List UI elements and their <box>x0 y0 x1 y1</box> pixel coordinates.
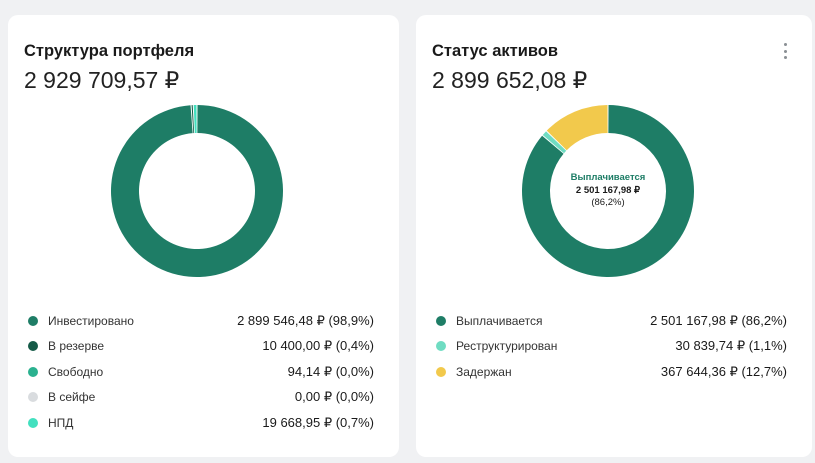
legend-label: Задержан <box>456 364 512 379</box>
legend-dot <box>28 366 38 377</box>
asset-status-slice-3[interactable] <box>546 105 608 151</box>
legend-item-free: Свободно 94,14 ₽ (0,0%) <box>28 363 374 388</box>
portfolio-slice-2[interactable] <box>191 105 195 134</box>
portfolio-total-value: 2 929 709,57 ₽ <box>24 67 180 93</box>
center-category-value: 2 501 167,98 ₽ <box>575 184 641 196</box>
legend-dot <box>28 316 38 326</box>
legend-dot <box>436 341 446 352</box>
legend-label: В резерве <box>48 339 105 354</box>
asset-total-value: 2 899 652,08 ₽ <box>432 67 588 93</box>
asset-status-slice-2[interactable] <box>542 131 567 154</box>
asset-status-legend: Выплачивается 2 501 167,98 ₽ (86,2%) Рес… <box>436 312 787 388</box>
asset-status-donut-svg <box>522 105 694 277</box>
legend-label: Выплачивается <box>456 314 543 328</box>
legend-item-reserve: В резерве 10 400,00 ₽ (0,4%) <box>28 337 374 362</box>
donut-center-label: Выплачивается 2 501 167,98 ₽ (86,2%) <box>520 103 696 279</box>
legend-dot <box>28 392 38 403</box>
center-category-percent: (86,2%) <box>591 197 625 209</box>
more-vertical-icon[interactable] <box>780 43 790 59</box>
legend-dot <box>28 341 38 352</box>
legend-label: НПД <box>48 415 74 430</box>
portfolio-structure-card: Структура портфеля 2 929 709,57 ₽ Инвест… <box>8 15 399 457</box>
portfolio-slice-5[interactable] <box>193 105 197 134</box>
legend-value: 10 400,00 ₽ (0,4%) <box>262 338 374 354</box>
legend-item-invested: Инвестировано 2 899 546,48 ₽ (98,9%) <box>28 312 374 337</box>
portfolio-donut-svg <box>111 105 283 277</box>
legend-value: 94,14 ₽ (0,0%) <box>287 363 374 379</box>
legend-dot <box>436 316 446 326</box>
legend-value: 367 644,36 ₽ (12,7%) <box>660 363 787 379</box>
portfolio-legend: Инвестировано 2 899 546,48 ₽ (98,9%) В р… <box>28 312 374 439</box>
legend-label: В сейфе <box>48 390 96 405</box>
center-category-name: Выплачивается <box>570 172 646 184</box>
legend-item-safe: В сейфе 0,00 ₽ (0,0%) <box>28 388 374 413</box>
legend-value: 2 899 546,48 ₽ (98,9%) <box>237 313 374 328</box>
legend-label: Инвестировано <box>48 314 134 328</box>
legend-dot <box>436 366 446 377</box>
asset-status-slice-1[interactable] <box>522 105 694 277</box>
portfolio-structure-title: Структура портфеля <box>24 42 195 60</box>
asset-status-donut-chart[interactable]: Выплачивается 2 501 167,98 ₽ (86,2%) <box>520 103 696 279</box>
legend-value: 0,00 ₽ (0,0%) <box>294 389 374 405</box>
legend-item-delayed: Задержан 367 644,36 ₽ (12,7%) <box>436 363 787 388</box>
asset-status-title: Статус активов <box>432 42 558 60</box>
legend-label: Свободно <box>48 364 104 379</box>
legend-value: 30 839,74 ₽ (1,1%) <box>675 338 787 354</box>
portfolio-slice-1[interactable] <box>111 105 283 277</box>
portfolio-donut-chart[interactable] <box>109 103 285 279</box>
legend-item-npd: НПД 19 668,95 ₽ (0,7%) <box>28 414 374 439</box>
legend-value: 2 501 167,98 ₽ (86,2%) <box>650 313 787 328</box>
legend-dot <box>28 417 38 428</box>
legend-label: Реструктурирован <box>456 339 558 354</box>
legend-item-paying: Выплачивается 2 501 167,98 ₽ (86,2%) <box>436 312 787 337</box>
legend-value: 19 668,95 ₽ (0,7%) <box>262 414 374 430</box>
legend-item-restructured: Реструктурирован 30 839,74 ₽ (1,1%) <box>436 337 787 362</box>
asset-status-card: Статус активов 2 899 652,08 ₽ Выплачивае… <box>416 15 812 457</box>
